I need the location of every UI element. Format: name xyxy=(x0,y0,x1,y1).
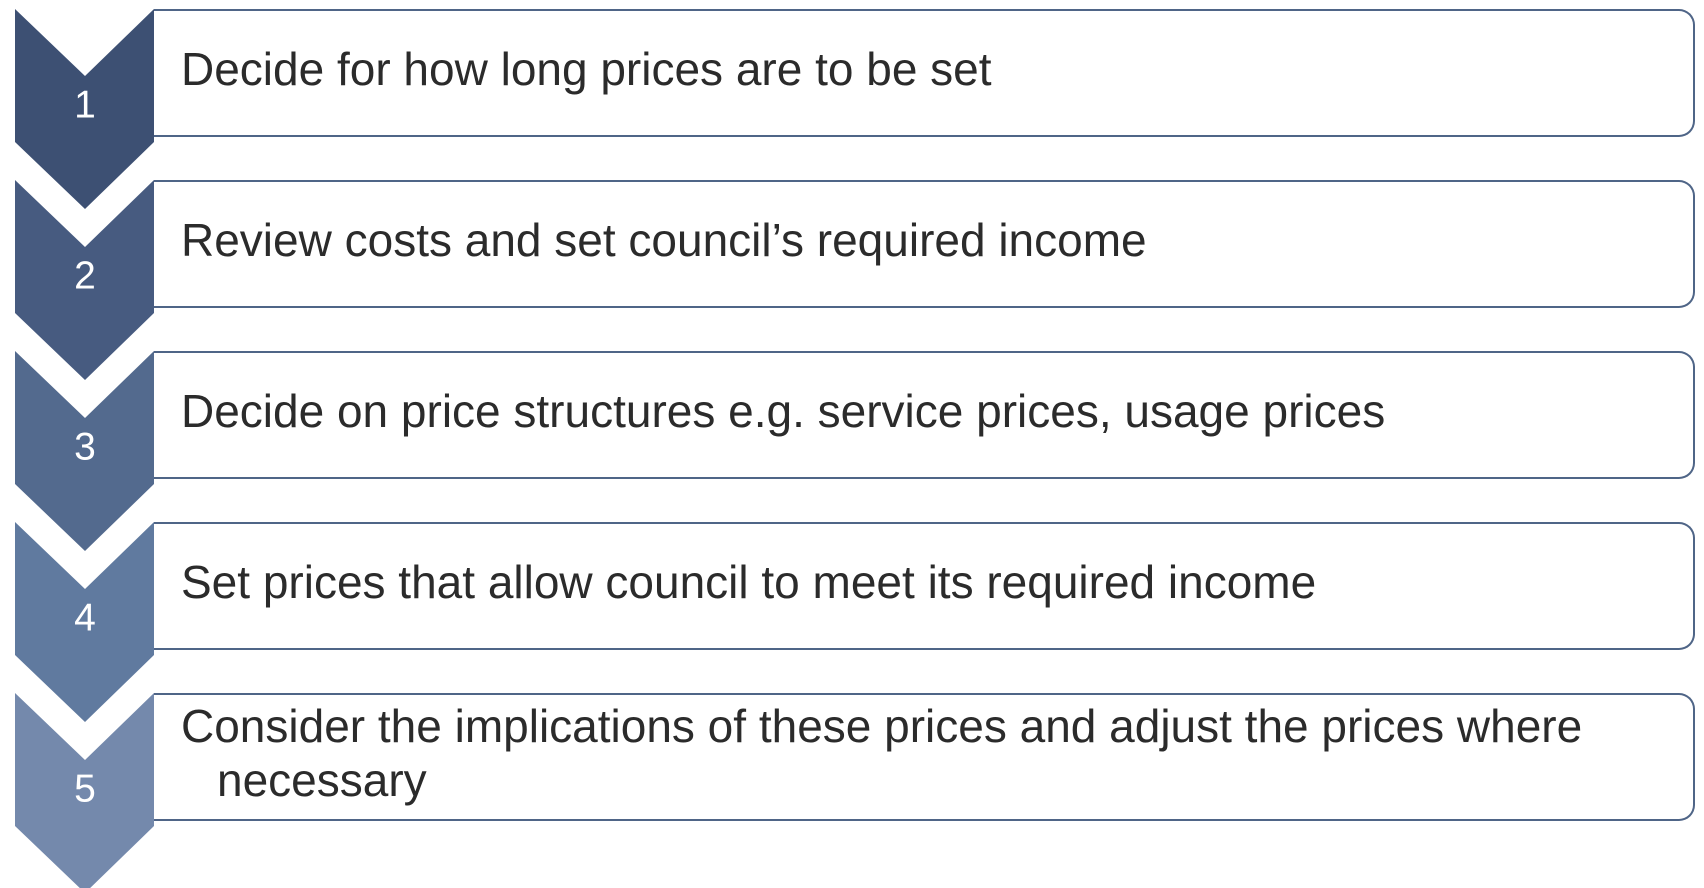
step-number: 5 xyxy=(74,767,96,810)
chevron xyxy=(15,9,154,209)
chevron xyxy=(15,693,154,888)
step-box: Review costs and set council’s required … xyxy=(154,180,1695,308)
chevron xyxy=(15,522,154,722)
step-number: 4 xyxy=(74,596,96,639)
step-number: 1 xyxy=(74,83,96,126)
chevron xyxy=(15,180,154,380)
step-text: Review costs and set council’s required … xyxy=(181,214,1147,266)
step-text: Decide on price structures e.g. service … xyxy=(181,385,1386,437)
step-text: Consider the implications of these price… xyxy=(181,700,1583,806)
chevron xyxy=(15,351,154,551)
step-box: Set prices that allow council to meet it… xyxy=(154,522,1695,650)
step-box: Decide on price structures e.g. service … xyxy=(154,351,1695,479)
step-box: Consider the implications of these price… xyxy=(154,693,1695,821)
step-number: 3 xyxy=(74,425,96,468)
step-text: Decide for how long prices are to be set xyxy=(181,43,992,95)
step-number: 2 xyxy=(74,254,96,297)
step-text: Set prices that allow council to meet it… xyxy=(181,556,1317,608)
step-box: Decide for how long prices are to be set xyxy=(154,9,1695,137)
